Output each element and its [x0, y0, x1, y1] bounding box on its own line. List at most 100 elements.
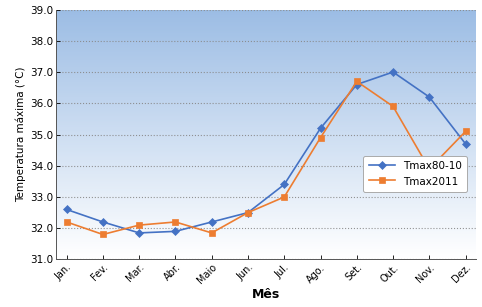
Bar [56, 238, 476, 239]
Bar [56, 62, 476, 63]
Bar [56, 191, 476, 192]
Tmax2011 [281, 195, 287, 199]
Bar [56, 117, 476, 118]
Bar [56, 257, 476, 258]
Bar [56, 67, 476, 68]
Bar [56, 146, 476, 147]
Bar [56, 167, 476, 168]
Bar [56, 22, 476, 23]
Bar [56, 64, 476, 66]
Bar [56, 207, 476, 208]
Bar [56, 202, 476, 203]
Bar [56, 158, 476, 160]
Bar [56, 40, 476, 41]
Bar [56, 49, 476, 51]
Tmax80-10 [281, 183, 287, 186]
Bar [56, 132, 476, 133]
Bar [56, 32, 476, 33]
Bar [56, 176, 476, 177]
Bar [56, 58, 476, 60]
Bar [56, 203, 476, 204]
Bar [56, 82, 476, 83]
Bar [56, 252, 476, 253]
Tmax80-10 [136, 231, 142, 235]
Bar [56, 88, 476, 90]
Bar [56, 33, 476, 35]
Bar [56, 37, 476, 38]
Bar [56, 134, 476, 136]
Bar [56, 218, 476, 220]
Bar [56, 76, 476, 77]
Bar [56, 42, 476, 43]
Bar [56, 141, 476, 142]
Bar [56, 97, 476, 98]
Bar [56, 56, 476, 57]
Tmax2011 [64, 220, 69, 224]
Bar [56, 185, 476, 186]
Bar [56, 169, 476, 171]
Bar [56, 251, 476, 252]
Bar [56, 197, 476, 198]
Bar [56, 11, 476, 12]
Bar [56, 51, 476, 52]
Bar [56, 224, 476, 226]
Bar [56, 192, 476, 193]
Bar [56, 86, 476, 87]
Bar [56, 63, 476, 64]
Bar [56, 20, 476, 21]
Bar [56, 41, 476, 42]
Tmax2011 [100, 233, 106, 236]
X-axis label: Mês: Mês [252, 289, 280, 301]
Bar [56, 12, 476, 13]
Bar [56, 137, 476, 138]
Bar [56, 206, 476, 207]
Tmax80-10 [245, 211, 251, 215]
Line: Tmax80-10: Tmax80-10 [64, 69, 469, 236]
Bar [56, 102, 476, 103]
Bar [56, 151, 476, 152]
Bar [56, 177, 476, 178]
Bar [56, 233, 476, 235]
Bar [56, 131, 476, 132]
Bar [56, 168, 476, 169]
Bar [56, 108, 476, 110]
Bar [56, 228, 476, 229]
Bar [56, 250, 476, 251]
Bar [56, 142, 476, 143]
Bar [56, 246, 476, 247]
Bar [56, 215, 476, 216]
Bar [56, 174, 476, 176]
Bar [56, 28, 476, 29]
Tmax2011 [354, 80, 360, 83]
Bar [56, 235, 476, 236]
Bar [56, 92, 476, 93]
Bar [56, 160, 476, 161]
Bar [56, 227, 476, 228]
Bar [56, 239, 476, 241]
Bar [56, 187, 476, 188]
Bar [56, 130, 476, 131]
Bar [56, 229, 476, 231]
Bar [56, 23, 476, 25]
Bar [56, 69, 476, 71]
Bar [56, 163, 476, 165]
Bar [56, 25, 476, 26]
Bar [56, 166, 476, 167]
Bar [56, 244, 476, 246]
Bar [56, 196, 476, 197]
Bar [56, 61, 476, 62]
Bar [56, 113, 476, 115]
Bar [56, 99, 476, 101]
Bar [56, 136, 476, 137]
Bar [56, 87, 476, 88]
Bar [56, 18, 476, 20]
Bar [56, 188, 476, 189]
Bar [56, 201, 476, 202]
Bar [56, 256, 476, 257]
Bar [56, 111, 476, 112]
Tmax80-10 [173, 230, 178, 233]
Bar [56, 165, 476, 166]
Bar [56, 68, 476, 69]
Bar [56, 248, 476, 250]
Legend: Tmax80-10, Tmax2011: Tmax80-10, Tmax2011 [363, 156, 467, 192]
